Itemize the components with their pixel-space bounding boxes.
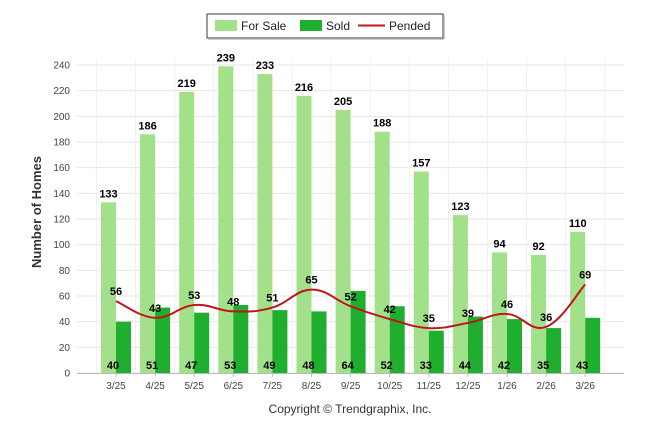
y-tick-label-240: 240 <box>53 61 70 72</box>
bar-for-sale-8/25 <box>297 96 312 373</box>
y-tick-label-100: 100 <box>53 240 70 251</box>
label-pended-7/25: 51 <box>266 293 278 305</box>
label-pended-11/25: 35 <box>423 313 435 325</box>
label-sold-8/25: 48 <box>302 360 314 372</box>
x-tick-label-4/25: 4/25 <box>145 381 165 392</box>
label-for-sale-3/25: 133 <box>99 188 117 200</box>
x-tick-label-7/25: 7/25 <box>263 381 283 392</box>
bar-for-sale-12/25 <box>453 215 468 373</box>
label-pended-3/25: 56 <box>110 286 122 298</box>
x-tick-label-12/25: 12/25 <box>455 381 480 392</box>
y-tick-label-20: 20 <box>59 343 71 354</box>
label-for-sale-9/25: 205 <box>334 96 352 108</box>
label-for-sale-12/25: 123 <box>451 201 469 213</box>
legend-label-pended: Pended <box>389 19 430 33</box>
label-pended-8/25: 65 <box>305 275 317 287</box>
bars <box>101 66 600 373</box>
label-pended-2/26: 36 <box>540 312 552 324</box>
label-pended-10/25: 42 <box>384 304 396 316</box>
label-for-sale-2/26: 92 <box>532 241 544 253</box>
legend-swatch-for-sale <box>215 20 237 31</box>
label-for-sale-11/25: 157 <box>412 158 430 170</box>
bar-for-sale-1/26 <box>492 252 507 373</box>
label-sold-10/25: 52 <box>381 360 393 372</box>
label-for-sale-3/26: 110 <box>569 218 587 230</box>
y-tick-label-200: 200 <box>53 112 70 123</box>
label-sold-11/25: 33 <box>420 360 432 372</box>
legend-swatch-sold <box>300 20 322 31</box>
bar-for-sale-6/25 <box>218 66 233 373</box>
x-tick-label-10/25: 10/25 <box>377 381 402 392</box>
x-tick-label-2/26: 2/26 <box>536 381 556 392</box>
label-for-sale-10/25: 188 <box>373 118 391 130</box>
y-tick-label-140: 140 <box>53 189 70 200</box>
label-pended-12/25: 39 <box>462 308 474 320</box>
y-tick-label-0: 0 <box>64 369 70 380</box>
label-for-sale-4/25: 186 <box>138 120 156 132</box>
y-tick-label-80: 80 <box>59 266 71 277</box>
bar-for-sale-10/25 <box>375 132 390 373</box>
bar-for-sale-4/25 <box>140 134 155 373</box>
y-tick-label-40: 40 <box>59 317 71 328</box>
label-pended-5/25: 53 <box>188 290 200 302</box>
y-tick-label-120: 120 <box>53 215 70 226</box>
y-tick-label-60: 60 <box>59 292 71 303</box>
legend[interactable]: For Sale Sold Pended <box>207 14 444 39</box>
y-axis-title: Number of Homes <box>29 156 44 268</box>
copyright-footer: Copyright © Trendgraphix, Inc. <box>269 402 432 416</box>
bar-for-sale-11/25 <box>414 172 429 373</box>
legend-label-sold: Sold <box>326 19 350 33</box>
bar-for-sale-9/25 <box>336 110 351 373</box>
label-sold-12/25: 44 <box>459 360 472 372</box>
label-pended-1/26: 46 <box>501 299 513 311</box>
label-sold-6/25: 53 <box>224 360 236 372</box>
x-tick-label-1/26: 1/26 <box>497 381 517 392</box>
label-pended-9/25: 52 <box>344 291 356 303</box>
x-tick-label-6/25: 6/25 <box>224 381 244 392</box>
label-sold-3/26: 43 <box>576 360 588 372</box>
label-for-sale-7/25: 233 <box>256 60 274 72</box>
label-sold-9/25: 64 <box>341 360 354 372</box>
label-sold-1/26: 42 <box>498 360 510 372</box>
y-tick-label-220: 220 <box>53 86 70 97</box>
x-tick-label-11/25: 11/25 <box>417 381 442 392</box>
label-pended-4/25: 43 <box>149 303 161 315</box>
label-sold-7/25: 49 <box>263 360 275 372</box>
y-tick-label-160: 160 <box>53 163 70 174</box>
label-for-sale-1/26: 94 <box>493 238 506 250</box>
label-sold-2/26: 35 <box>537 360 549 372</box>
label-sold-3/25: 40 <box>107 360 119 372</box>
x-tick-label-3/25: 3/25 <box>106 381 126 392</box>
label-pended-6/25: 48 <box>227 296 239 308</box>
x-tick-label-5/25: 5/25 <box>184 381 204 392</box>
label-pended-3/26: 69 <box>579 269 591 281</box>
label-sold-4/25: 51 <box>146 360 158 372</box>
label-for-sale-5/25: 219 <box>178 78 196 90</box>
bar-for-sale-5/25 <box>179 92 194 373</box>
bar-for-sale-7/25 <box>257 74 272 373</box>
y-tick-label-180: 180 <box>53 138 70 149</box>
label-sold-5/25: 47 <box>185 360 197 372</box>
label-for-sale-6/25: 239 <box>217 52 235 64</box>
legend-label-for-sale: For Sale <box>241 19 287 33</box>
x-tick-label-3/26: 3/26 <box>575 381 595 392</box>
x-tick-label-9/25: 9/25 <box>341 381 361 392</box>
label-for-sale-8/25: 216 <box>295 82 313 94</box>
x-tick-label-8/25: 8/25 <box>302 381 322 392</box>
